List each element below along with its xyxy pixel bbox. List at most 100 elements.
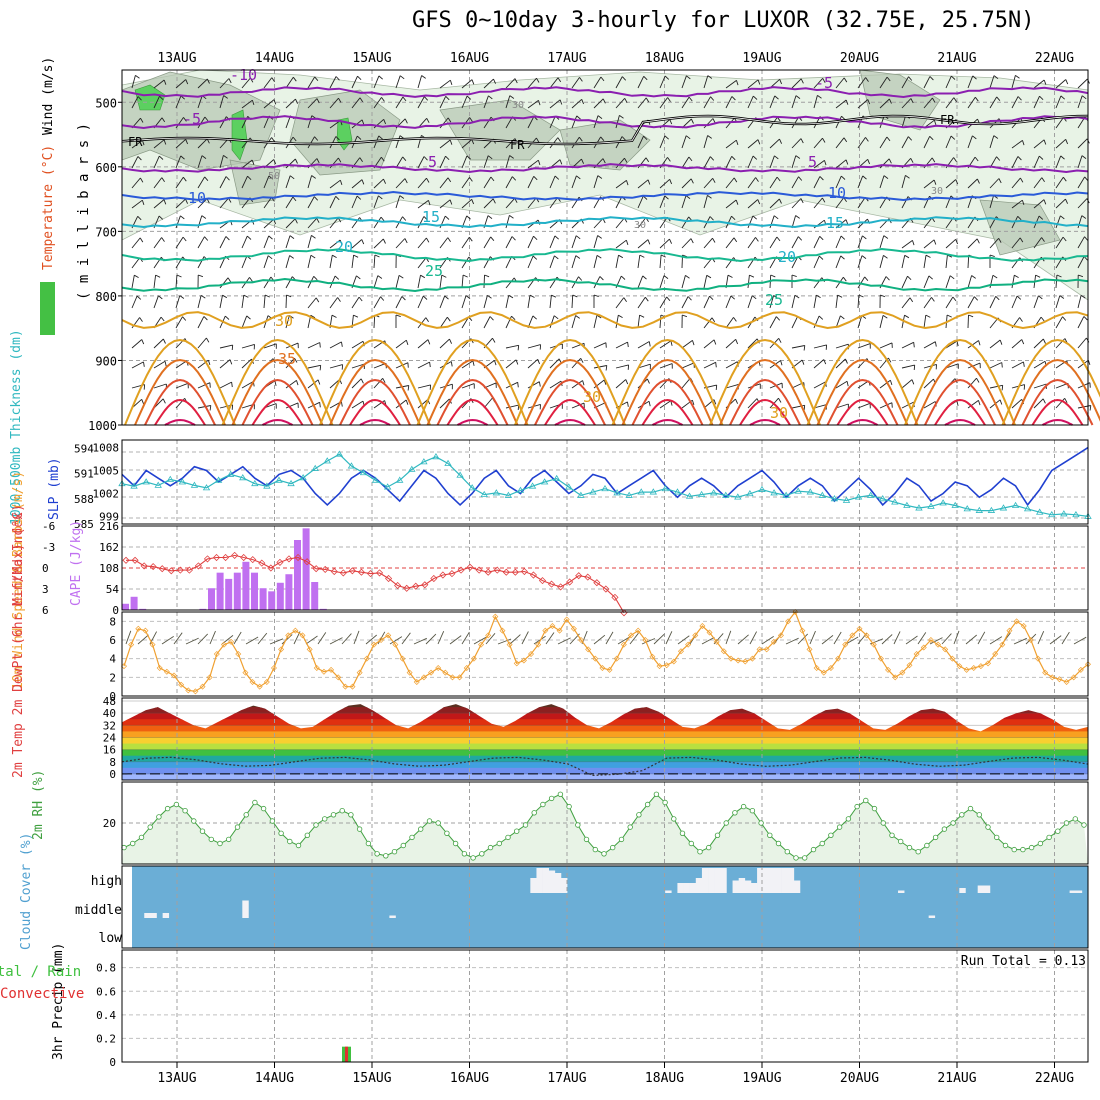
wind-barb [791, 78, 802, 89]
wind-barb-flag [862, 235, 867, 240]
wind-barb-flag [164, 361, 167, 367]
wind-barb-flag [356, 135, 362, 140]
wind-barb-flag [334, 275, 340, 280]
lifted-index-marker [185, 566, 193, 574]
wind-barb-flag [710, 96, 715, 101]
warm-isotherm-cycle [359, 418, 391, 426]
wind-barb [131, 275, 135, 289]
surface-wind-barb [341, 633, 352, 645]
date-label-top: 14AUG [255, 51, 294, 66]
cape-tick-label: 0 [112, 604, 119, 617]
wind-barb-flag [1038, 295, 1043, 300]
wind-speed-marker [235, 651, 242, 657]
wind-barb-flag [494, 360, 497, 366]
thickness-marker [866, 491, 875, 498]
wind-barb [923, 217, 933, 229]
rh-marker [313, 822, 319, 828]
rh-marker [723, 820, 729, 826]
surface-wind-barb [185, 637, 199, 645]
warm-isotherm-cycle [806, 338, 919, 426]
wind-barb-flag [140, 117, 144, 123]
warm-isotherm-cycle [514, 338, 626, 426]
thickness-line [121, 453, 1089, 517]
wind-barb [747, 177, 756, 189]
wind-barb [373, 238, 384, 249]
temp-color-band [122, 725, 1088, 733]
wind-speed-marker [692, 632, 699, 639]
wind-barb [439, 177, 449, 189]
wind-barb [197, 295, 202, 309]
wind-barb [549, 255, 555, 269]
wind-barb-flag [992, 274, 998, 279]
wind-barb-flag [231, 345, 234, 351]
wind-barb [307, 255, 312, 269]
wind-speed-marker [249, 679, 256, 685]
wind-barb [329, 364, 343, 369]
wind-barb-flag [883, 255, 888, 259]
wind-speed-marker [520, 657, 527, 664]
wind-barb-flag [296, 380, 299, 386]
wind-barb-flag [423, 96, 429, 101]
wind-barb [241, 381, 254, 389]
wind-barb [637, 239, 649, 249]
cape-bar [242, 561, 250, 610]
wind-barb-flag [993, 135, 999, 139]
wind-barb-flag [752, 95, 758, 100]
panel-frame [121, 949, 1089, 1063]
wind-barb-flag [621, 136, 626, 141]
wind-speed-marker [528, 651, 535, 657]
wind-barb [791, 295, 796, 309]
wind-barb [1055, 215, 1061, 229]
wind-barb [769, 198, 780, 209]
date-label-top: 21AUG [937, 51, 976, 66]
wind-barb [835, 137, 845, 149]
rh-marker [784, 849, 790, 855]
wind-speed-marker [356, 669, 363, 676]
wind-barb [967, 96, 976, 109]
wind-barb-flag [669, 179, 673, 185]
wind-barb-flag [382, 238, 386, 244]
wind-barb-flag [141, 399, 145, 405]
wind-barb [131, 96, 139, 109]
wind-barb-flag [1060, 95, 1065, 100]
wind-barb [615, 315, 619, 329]
surface-wind-barb [605, 631, 614, 645]
rh-marker [304, 832, 310, 838]
thickness-marker [408, 465, 416, 472]
warm-isotherm-cycle [241, 378, 314, 426]
surface-wind-barb [557, 637, 571, 645]
wind-barb [813, 160, 825, 169]
wind-speed-marker [435, 665, 442, 671]
wind-barb [659, 75, 666, 89]
wind-barb-flag [885, 276, 890, 281]
wind-barb [175, 79, 187, 89]
wind-speed-marker [420, 674, 427, 681]
rh-marker [1081, 822, 1087, 828]
wind-barb [439, 79, 451, 89]
rh-marker [1037, 840, 1044, 847]
wind-barb [461, 177, 470, 189]
wind-speed-marker [585, 646, 592, 653]
wind-barb-flag [707, 195, 712, 199]
wind-barb [615, 97, 626, 109]
thickness-marker [371, 476, 380, 483]
wind-barb-flag [618, 254, 624, 259]
rh-legend-swatch [40, 282, 55, 335]
rh-marker [941, 826, 948, 832]
surface-wind-barb [485, 633, 496, 645]
wind-barb-flag [182, 316, 187, 321]
wind-barb [219, 155, 224, 169]
surface-wind-barb [353, 630, 360, 645]
wind-barb-flag [912, 240, 915, 246]
wind-barb [615, 76, 623, 89]
wind-barb [417, 177, 427, 189]
wind-speed-marker [1006, 627, 1013, 634]
wind-barb-flag [449, 338, 453, 344]
wind-barb-flag [395, 314, 401, 318]
lifted-index-marker [566, 578, 574, 586]
middle-cloud-bar [144, 913, 151, 918]
wind-barb [263, 294, 266, 309]
wind-barb-flag [361, 119, 365, 125]
wind-barb-flag [692, 340, 695, 346]
wind-barb-flag [818, 315, 824, 320]
